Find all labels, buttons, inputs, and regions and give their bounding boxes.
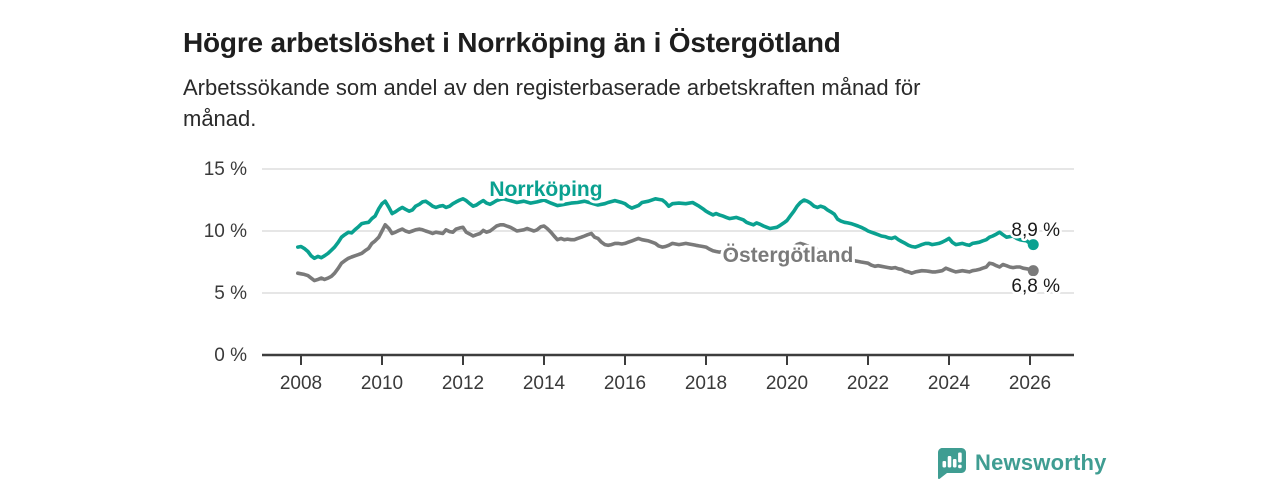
series-label-1: Östergötland [723, 244, 854, 267]
end-value-label-1: 6,8 % [1011, 276, 1060, 297]
bar-chart-speech-bubble-icon [937, 448, 966, 479]
x-tick-label-2026: 2026 [1009, 373, 1051, 394]
x-tick-label-2016: 2016 [604, 373, 646, 394]
chart-subtitle-line-1: Arbetssökande som andel av den registerb… [183, 75, 921, 100]
end-value-label-0: 8,9 % [1011, 220, 1060, 241]
newsworthy-brand[interactable]: Newsworthy [936, 447, 1107, 479]
y-tick-label-10-percent: 10 % [204, 221, 247, 242]
y-tick-label-5-percent: 5 % [214, 283, 247, 304]
series-end-dot-1 [1027, 265, 1039, 277]
chart-subtitle: Arbetssökande som andel av den registerb… [183, 72, 920, 134]
x-tick-label-2012: 2012 [442, 373, 484, 394]
series-line-1 [295, 223, 1035, 283]
y-tick-label-0-percent: 0 % [214, 345, 247, 366]
x-tick-label-2018: 2018 [685, 373, 727, 394]
y-tick-label-15-percent: 15 % [204, 159, 247, 180]
series-label-0: Norrköping [489, 178, 602, 201]
x-tick-label-2010: 2010 [361, 373, 403, 394]
series-end-dot-0 [1027, 239, 1039, 251]
brand-name: Newsworthy [975, 450, 1107, 475]
x-tick-label-2014: 2014 [523, 373, 566, 394]
series-line-0 [295, 197, 1035, 261]
x-tick-label-2024: 2024 [928, 373, 971, 394]
x-tick-label-2022: 2022 [847, 373, 889, 394]
x-tick-label-2008: 2008 [280, 373, 322, 394]
x-tick-label-2020: 2020 [766, 373, 808, 394]
chart-subtitle-line-2: månad. [183, 106, 257, 131]
page-title: Högre arbetslöshet i Norrköping än i Öst… [183, 26, 841, 58]
